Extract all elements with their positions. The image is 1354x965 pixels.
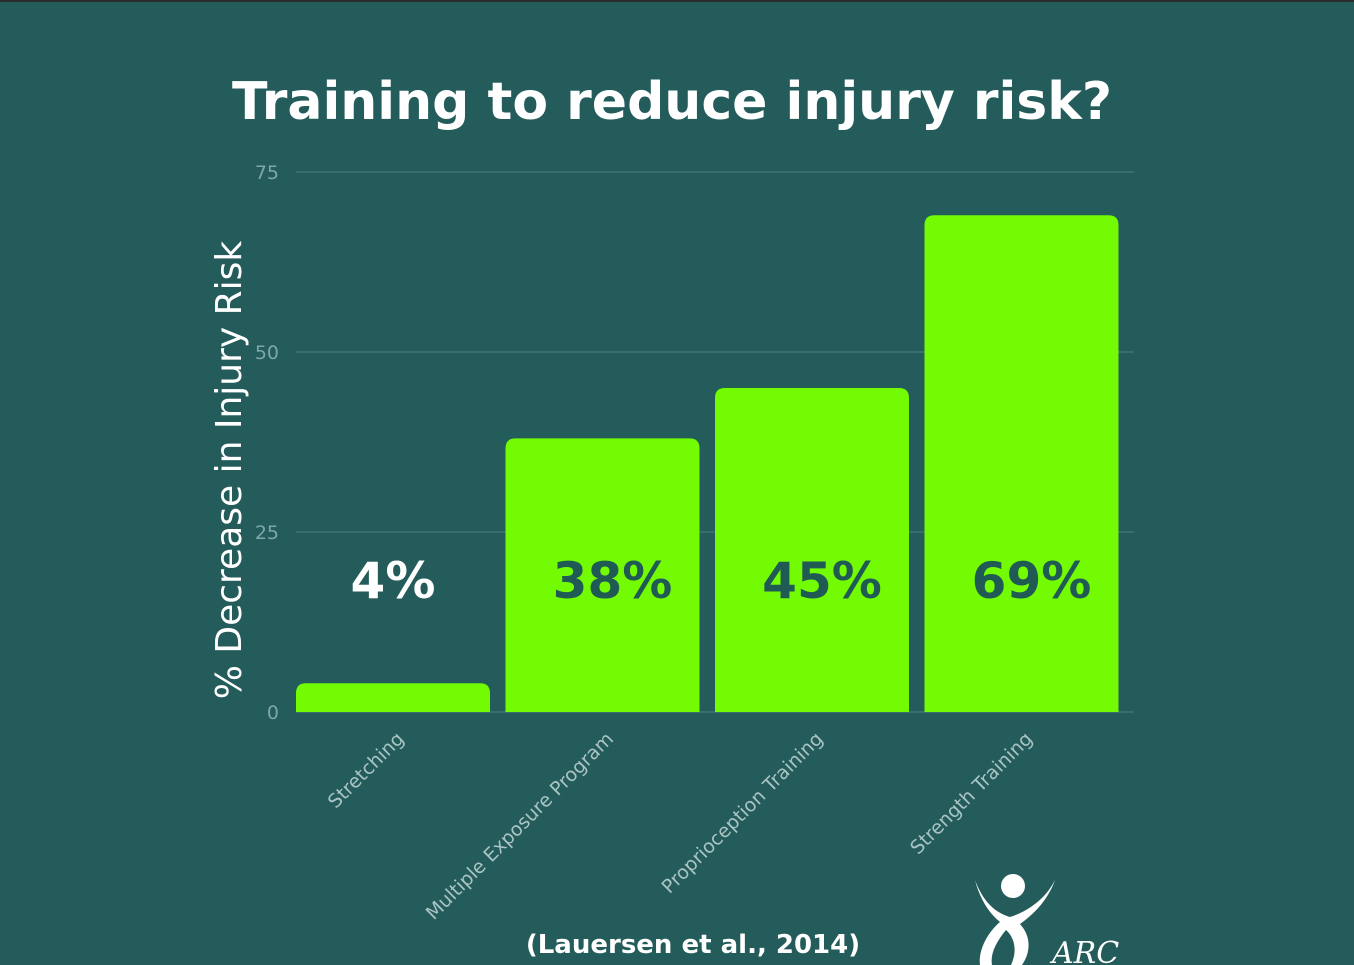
- bar: [924, 215, 1119, 712]
- bar: [296, 683, 490, 712]
- logo: ARC: [975, 874, 1119, 965]
- y-tick-label: 50: [255, 342, 279, 364]
- data-labels: 4% 38% 45% 69%: [351, 552, 1092, 610]
- y-tick-label: 75: [255, 162, 279, 184]
- logo-text: ARC: [1049, 936, 1119, 965]
- category-labels: Stretching Multiple Exposure Program Propr…: [324, 728, 1037, 924]
- y-tick-label: 25: [255, 522, 279, 544]
- citation: (Lauersen et al., 2014): [526, 930, 860, 960]
- y-tick-label: 0: [267, 702, 279, 724]
- bars: [296, 215, 1119, 712]
- category-label: Proprioception Training: [657, 728, 827, 898]
- data-label: 45%: [762, 552, 882, 610]
- person-arms-raised-logo-icon: [975, 874, 1055, 965]
- y-axis-ticks: 0 25 50 75: [255, 162, 279, 724]
- chart-title: Training to reduce injury risk?: [232, 72, 1112, 132]
- data-label: 69%: [972, 552, 1092, 610]
- category-label: Stretching: [324, 728, 409, 813]
- data-label: 4%: [351, 552, 436, 610]
- bar: [715, 388, 909, 712]
- data-label: 38%: [553, 552, 673, 610]
- category-label: Multiple Exposure Program: [422, 728, 618, 924]
- category-label: Strength Training: [906, 728, 1037, 859]
- bar: [505, 438, 700, 712]
- y-axis-label: % Decrease in Injury Risk: [209, 241, 250, 700]
